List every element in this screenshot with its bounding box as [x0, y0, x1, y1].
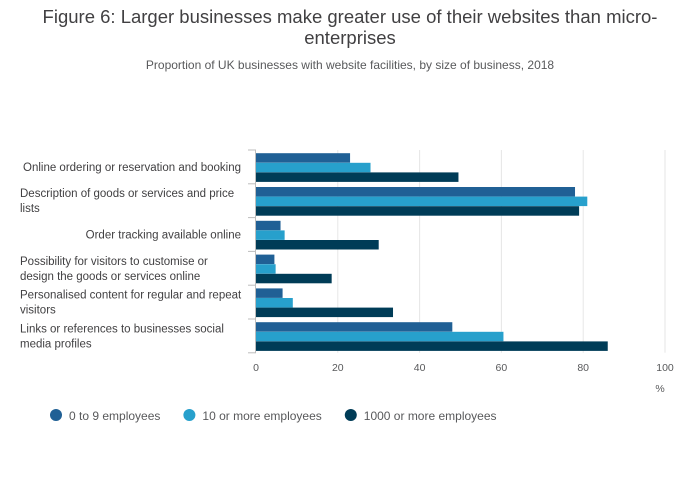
legend: 0 to 9 employees 10 or more employees 1000…	[50, 409, 497, 423]
bar	[256, 264, 276, 274]
category-label: Personalised content for regular and rep…	[20, 290, 242, 317]
legend-label: 10 or more employees	[202, 409, 321, 423]
category-label: Description of goods or services and pri…	[20, 188, 234, 215]
bar	[256, 196, 588, 207]
x-tick-label: 80	[577, 362, 589, 374]
chart-title: Figure 6: Larger businesses make greater…	[42, 6, 658, 48]
bar	[256, 172, 459, 182]
bar	[256, 240, 379, 250]
bar	[256, 206, 580, 216]
bar	[256, 254, 275, 265]
bar	[256, 230, 285, 240]
bar	[256, 273, 332, 284]
bar	[256, 162, 371, 173]
chart-subtitle: Proportion of UK businesses with website…	[145, 58, 555, 72]
legend-label: 0 to 9 employees	[69, 409, 160, 423]
x-tick-label: 40	[414, 362, 426, 374]
category-label: Online ordering or reservation and booki…	[23, 162, 241, 174]
category-label: Order tracking available online	[86, 230, 241, 242]
bars	[256, 153, 608, 351]
x-tick-label: 0	[253, 362, 259, 374]
bar	[256, 288, 283, 298]
legend-marker	[183, 409, 196, 421]
bar	[256, 331, 504, 342]
gridlines	[248, 149, 666, 354]
legend-label: 1000 or more employees	[364, 409, 497, 423]
legend-marker	[344, 409, 357, 421]
bar	[256, 153, 351, 163]
category-label: Possibility for visitors to customise or…	[20, 256, 208, 283]
x-axis-unit-label: %	[655, 383, 664, 395]
bar	[256, 220, 281, 231]
bar	[256, 298, 293, 308]
x-tick-labels: 0 20 40 60 80 100	[253, 362, 674, 374]
legend-marker	[50, 409, 62, 421]
x-tick-label: 20	[332, 362, 344, 374]
bar	[256, 341, 608, 351]
category-labels: Online ordering or reservation and booki…	[20, 162, 242, 351]
category-label: Links or references to businesses social…	[20, 323, 224, 350]
x-tick-label: 60	[496, 362, 508, 374]
bar	[256, 322, 453, 332]
bar	[256, 187, 576, 197]
bar	[256, 307, 394, 318]
x-tick-label: 100	[656, 362, 674, 374]
